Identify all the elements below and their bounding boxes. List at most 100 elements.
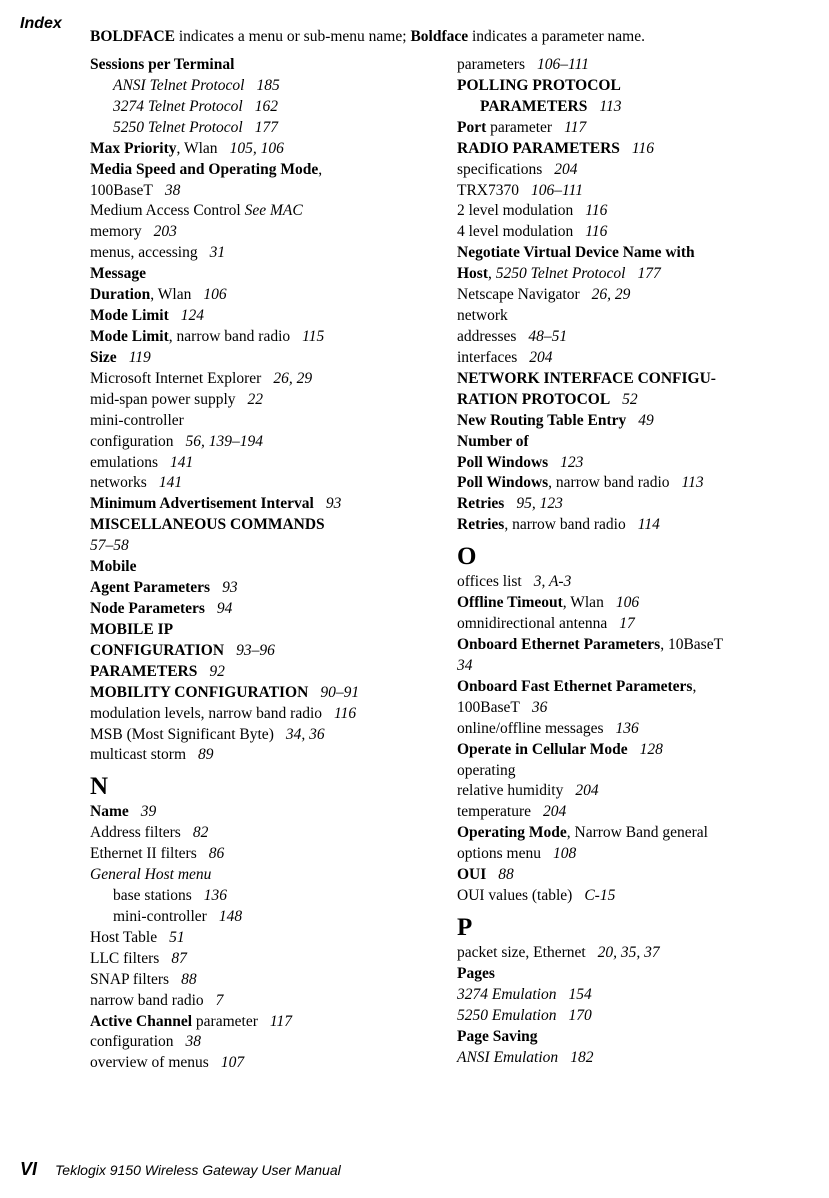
index-page: 114 — [638, 516, 660, 533]
index-term: Host Table — [90, 929, 157, 946]
intro-line: BOLDFACE indicates a menu or sub-menu na… — [90, 28, 645, 46]
index-term: New Routing Table Entry — [457, 412, 626, 429]
index-entry: Medium Access Control See MAC — [90, 201, 442, 222]
index-page: 82 — [193, 824, 209, 841]
index-page: 117 — [270, 1013, 292, 1030]
index-term: networks — [90, 474, 147, 491]
index-term: Poll Windows — [457, 454, 548, 471]
index-term: packet size, Ethernet — [457, 944, 586, 961]
index-entry: 5250 Telnet Protocol177 — [90, 118, 442, 139]
index-entry: 100BaseT36 — [457, 698, 809, 719]
index-entry: 3274 Telnet Protocol162 — [90, 97, 442, 118]
index-entry: MISCELLANEOUS COMMANDS — [90, 515, 442, 536]
index-page: 38 — [186, 1033, 202, 1050]
index-term: Address filters — [90, 824, 181, 841]
index-term: Poll Windows — [457, 474, 548, 491]
index-entry: online/offline messages136 — [457, 719, 809, 740]
index-term: configuration — [90, 433, 174, 450]
index-term: Mode Limit — [90, 328, 169, 345]
index-page: 26, 29 — [592, 286, 631, 303]
index-page: 90–91 — [320, 684, 359, 701]
index-entry: General Host menu — [90, 865, 442, 886]
index-term: modulation levels, narrow band radio — [90, 705, 322, 722]
index-term: 5250 Emulation — [457, 1007, 556, 1024]
intro-suffix: indicates a parameter name. — [468, 28, 645, 45]
index-entry: Mode Limit, narrow band radio115 — [90, 327, 442, 348]
index-term: Media Speed and Operating Mode — [90, 161, 318, 178]
index-term: emulations — [90, 454, 158, 471]
index-term: Name — [90, 803, 129, 820]
index-text: , Wlan — [563, 594, 604, 611]
index-page: 95, 123 — [516, 495, 563, 512]
index-entry: Port parameter117 — [457, 118, 809, 139]
index-page: 128 — [640, 741, 663, 758]
index-term: Max Priority — [90, 140, 177, 157]
index-page: 141 — [159, 474, 182, 491]
index-text: , Wlan — [150, 286, 191, 303]
index-entry: New Routing Table Entry49 — [457, 411, 809, 432]
index-term: offices list — [457, 573, 522, 590]
page-footer: VI Teklogix 9150 Wireless Gateway User M… — [20, 1159, 341, 1180]
index-page: 93 — [222, 579, 238, 596]
section-letter-p: P — [457, 913, 809, 943]
footer-book-title: Teklogix 9150 Wireless Gateway User Manu… — [55, 1162, 341, 1178]
index-text: , 10BaseT — [660, 636, 723, 653]
index-entry: 2 level modulation116 — [457, 201, 809, 222]
index-page: 136 — [204, 887, 227, 904]
index-entry: configuration56, 139–194 — [90, 432, 442, 453]
index-page: 116 — [632, 140, 654, 157]
index-entry: offices list3, A-3 — [457, 572, 809, 593]
index-term: ANSI Telnet Protocol — [113, 77, 244, 94]
index-term: temperature — [457, 803, 531, 820]
index-term: Operate in Cellular Mode — [457, 741, 628, 758]
index-term: Size — [90, 349, 117, 366]
index-page: 52 — [622, 391, 638, 408]
index-entry: POLLING PROTOCOL — [457, 76, 809, 97]
index-entry: Number of — [457, 432, 809, 453]
index-entry: OUI values (table)C-15 — [457, 886, 809, 907]
index-text: , narrow band radio — [504, 516, 625, 533]
index-page: 22 — [248, 391, 264, 408]
index-entry: SNAP filters88 — [90, 970, 442, 991]
index-page: 204 — [543, 803, 566, 820]
index-entry: mini-controller — [90, 411, 442, 432]
index-entry: omnidirectional antenna17 — [457, 614, 809, 635]
index-text: , — [692, 678, 696, 695]
intro-mid: indicates a menu or sub-menu name; — [175, 28, 410, 45]
index-page: 117 — [564, 119, 586, 136]
index-term: Node Parameters — [90, 600, 205, 617]
index-entry: Microsoft Internet Explorer26, 29 — [90, 369, 442, 390]
index-term: Duration — [90, 286, 150, 303]
index-term: 5250 Telnet Protocol — [113, 119, 243, 136]
footer-page-number: VI — [20, 1159, 37, 1180]
index-entry: Size119 — [90, 348, 442, 369]
section-letter-o: O — [457, 542, 809, 572]
index-page: 88 — [498, 866, 514, 883]
index-page: 93 — [326, 495, 342, 512]
index-entry: operating — [457, 761, 809, 782]
index-page: 51 — [169, 929, 185, 946]
index-page: 204 — [575, 782, 598, 799]
index-entry: modulation levels, narrow band radio116 — [90, 704, 442, 725]
index-entry: PARAMETERS92 — [90, 662, 442, 683]
right-column: parameters106–111 POLLING PROTOCOL PARAM… — [457, 55, 809, 1074]
index-entry: Operating Mode, Narrow Band general — [457, 823, 809, 844]
index-page: 92 — [209, 663, 225, 680]
index-entry: Page Saving — [457, 1027, 809, 1048]
index-page: C-15 — [584, 887, 615, 904]
index-entry: RADIO PARAMETERS 116 — [457, 139, 809, 160]
index-term: mini-controller — [113, 908, 207, 925]
index-term: RADIO PARAMETERS — [457, 140, 620, 157]
index-page: 203 — [154, 223, 177, 240]
index-page: 7 — [216, 992, 224, 1009]
index-term: Minimum Advertisement Interval — [90, 495, 314, 512]
index-entry: RATION PROTOCOL52 — [457, 390, 809, 411]
index-page: 94 — [217, 600, 233, 617]
index-page: 106–111 — [537, 56, 589, 73]
index-page: 107 — [221, 1054, 244, 1071]
index-term: PARAMETERS — [480, 98, 587, 115]
index-entry: specifications204 — [457, 160, 809, 181]
index-entry: NETWORK INTERFACE CONFIGU- — [457, 369, 809, 390]
index-page: 34, 36 — [286, 726, 325, 743]
intro-bold1: BOLDFACE — [90, 28, 175, 45]
